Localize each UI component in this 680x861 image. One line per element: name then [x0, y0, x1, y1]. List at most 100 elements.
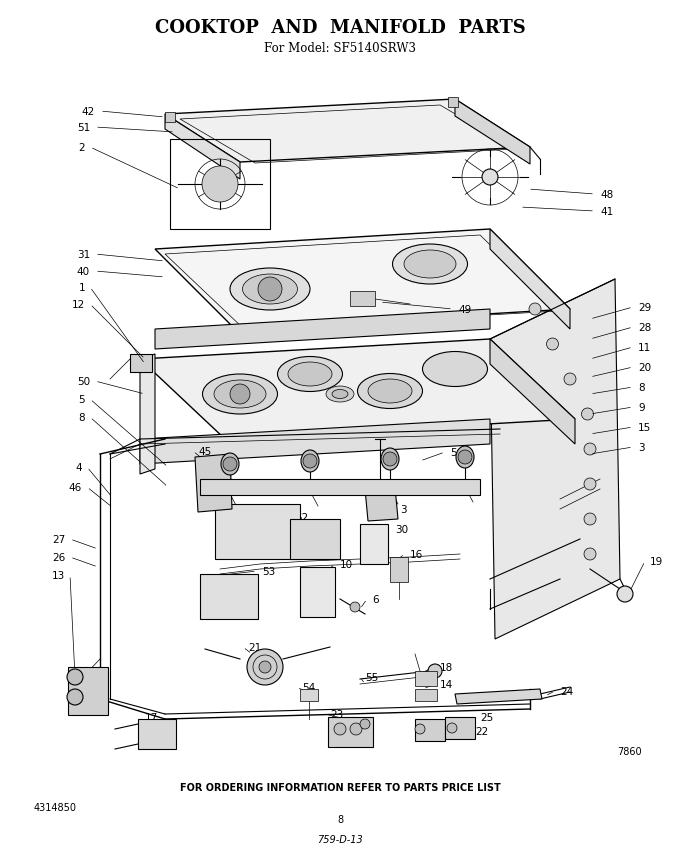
- Bar: [68, 667, 108, 715]
- Circle shape: [415, 724, 425, 734]
- Text: 18: 18: [440, 662, 454, 672]
- Text: 5: 5: [450, 448, 457, 457]
- Bar: [445, 717, 475, 739]
- Polygon shape: [490, 339, 575, 444]
- Circle shape: [259, 661, 271, 673]
- Polygon shape: [490, 230, 570, 330]
- Text: 10: 10: [340, 560, 353, 569]
- Polygon shape: [140, 419, 490, 464]
- Polygon shape: [155, 310, 490, 350]
- Ellipse shape: [392, 245, 467, 285]
- Text: 12: 12: [72, 300, 85, 310]
- Polygon shape: [195, 455, 232, 512]
- Text: 30: 30: [395, 524, 408, 535]
- Text: 17: 17: [145, 712, 158, 722]
- Ellipse shape: [221, 454, 239, 475]
- Text: 4: 4: [75, 462, 82, 473]
- Ellipse shape: [332, 390, 348, 399]
- Text: 25: 25: [480, 712, 493, 722]
- Circle shape: [334, 723, 346, 735]
- Ellipse shape: [301, 450, 319, 473]
- Bar: [215, 505, 300, 560]
- Circle shape: [383, 453, 397, 467]
- Polygon shape: [490, 280, 620, 639]
- Ellipse shape: [404, 251, 456, 279]
- Text: 49: 49: [458, 305, 471, 314]
- Bar: [130, 355, 152, 373]
- Text: 50: 50: [77, 376, 90, 387]
- Circle shape: [564, 374, 576, 386]
- Text: 45: 45: [198, 447, 211, 456]
- Text: COOKTOP  AND  MANIFOLD  PARTS: COOKTOP AND MANIFOLD PARTS: [154, 19, 526, 37]
- Circle shape: [67, 669, 83, 685]
- Circle shape: [230, 385, 250, 405]
- Circle shape: [482, 170, 498, 186]
- Bar: [290, 519, 340, 560]
- Text: 24: 24: [560, 686, 573, 697]
- Bar: [300, 567, 335, 617]
- Polygon shape: [140, 355, 155, 474]
- Circle shape: [247, 649, 283, 685]
- Bar: [165, 113, 175, 123]
- Text: 11: 11: [638, 343, 651, 353]
- Text: 20: 20: [638, 362, 651, 373]
- Ellipse shape: [422, 352, 488, 387]
- Bar: [448, 98, 458, 108]
- Ellipse shape: [358, 374, 422, 409]
- Circle shape: [584, 479, 596, 491]
- Text: 31: 31: [77, 250, 90, 260]
- Bar: [360, 524, 388, 564]
- Text: 27: 27: [52, 535, 65, 544]
- Polygon shape: [365, 487, 398, 522]
- Text: For Model: SF5140SRW3: For Model: SF5140SRW3: [264, 41, 416, 54]
- Text: 16: 16: [410, 549, 423, 560]
- Bar: [350, 292, 375, 307]
- Circle shape: [202, 167, 238, 202]
- Circle shape: [303, 455, 317, 468]
- Circle shape: [547, 338, 558, 350]
- Circle shape: [617, 586, 633, 603]
- Text: 52: 52: [295, 512, 308, 523]
- Circle shape: [67, 689, 83, 705]
- Text: 28: 28: [638, 323, 651, 332]
- Text: 7860: 7860: [617, 746, 643, 756]
- Ellipse shape: [214, 381, 266, 408]
- Text: 54: 54: [302, 682, 316, 692]
- Text: 13: 13: [52, 570, 65, 580]
- Polygon shape: [165, 100, 530, 163]
- Circle shape: [360, 719, 370, 729]
- Polygon shape: [155, 230, 570, 330]
- Circle shape: [208, 173, 232, 197]
- Bar: [300, 689, 318, 701]
- Bar: [415, 672, 437, 686]
- Ellipse shape: [326, 387, 354, 403]
- Text: 53: 53: [262, 567, 275, 576]
- Ellipse shape: [368, 380, 412, 404]
- Ellipse shape: [243, 275, 297, 305]
- Circle shape: [529, 304, 541, 316]
- Ellipse shape: [230, 269, 310, 311]
- Text: 759-D-13: 759-D-13: [317, 834, 363, 844]
- Ellipse shape: [203, 375, 277, 414]
- Text: 4314850: 4314850: [33, 802, 77, 812]
- Circle shape: [581, 408, 594, 420]
- Bar: [138, 719, 176, 749]
- Circle shape: [223, 457, 237, 472]
- Polygon shape: [455, 100, 530, 164]
- Text: 8: 8: [337, 814, 343, 824]
- Text: 40: 40: [77, 267, 90, 276]
- Circle shape: [258, 278, 282, 301]
- Bar: [415, 719, 445, 741]
- Ellipse shape: [381, 449, 399, 470]
- Text: 41: 41: [600, 207, 613, 217]
- Text: 1: 1: [78, 282, 85, 293]
- Circle shape: [350, 723, 362, 735]
- Text: 51: 51: [77, 123, 90, 133]
- Polygon shape: [200, 480, 480, 495]
- Text: 48: 48: [600, 189, 613, 200]
- Bar: [415, 689, 437, 701]
- Text: 9: 9: [215, 499, 222, 510]
- Circle shape: [428, 664, 442, 678]
- Text: 2: 2: [78, 143, 85, 152]
- Text: 19: 19: [650, 556, 663, 567]
